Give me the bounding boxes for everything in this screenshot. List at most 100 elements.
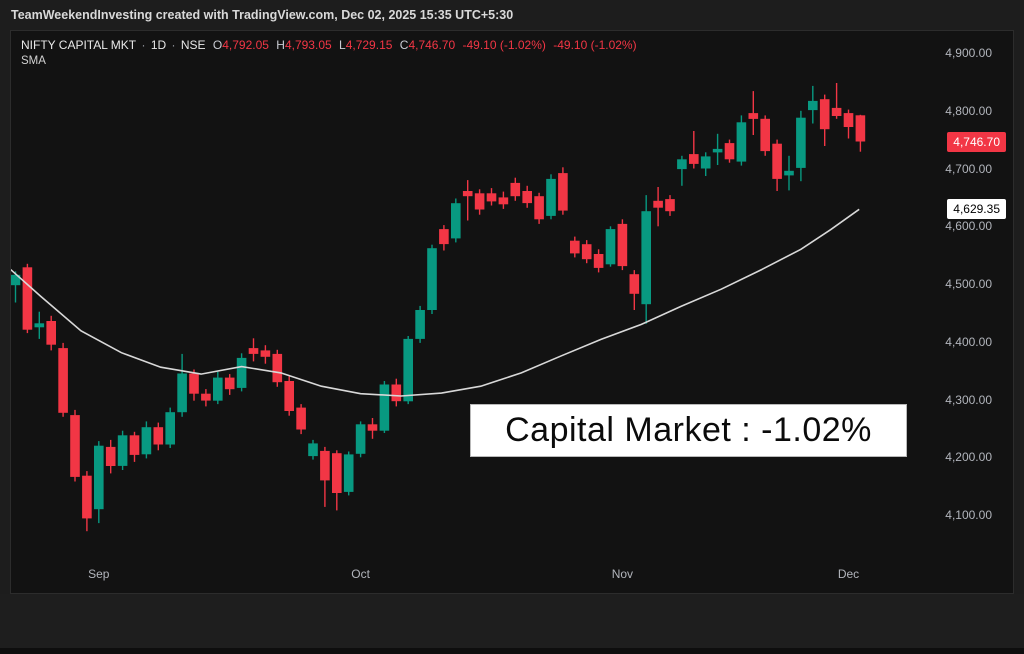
x-axis-month-label: Dec bbox=[837, 567, 860, 581]
candle-body bbox=[248, 348, 259, 354]
candle-body bbox=[843, 113, 854, 127]
candle-body bbox=[819, 99, 830, 130]
candle-body bbox=[105, 446, 116, 466]
candle-body bbox=[367, 424, 378, 431]
market-summary-overlay: Capital Market : -1.02% bbox=[470, 404, 907, 457]
ohlc-high-key: H bbox=[276, 38, 285, 52]
candle-body bbox=[308, 443, 318, 457]
candle-body bbox=[46, 321, 56, 345]
candle-body bbox=[70, 415, 80, 477]
candle-body bbox=[189, 373, 199, 394]
candle-body bbox=[522, 191, 532, 204]
candle-body bbox=[534, 196, 544, 220]
candle-body bbox=[593, 254, 604, 268]
candle-body bbox=[462, 191, 473, 197]
candle-body bbox=[272, 353, 283, 383]
candle-body bbox=[784, 170, 794, 176]
ohlc-high-value: 4,793.05 bbox=[284, 38, 332, 52]
y-axis-tick-label: 4,400.00 bbox=[945, 334, 992, 349]
symbol-exchange: NSE bbox=[180, 38, 206, 52]
candle-body bbox=[355, 424, 366, 454]
candle-body bbox=[332, 453, 342, 493]
candle-body bbox=[129, 435, 140, 455]
candle-body bbox=[403, 338, 413, 402]
candle-body bbox=[748, 113, 759, 119]
candle-body bbox=[82, 475, 92, 519]
ohlc-close-value: 4,746.70 bbox=[408, 38, 456, 52]
candle-body bbox=[700, 156, 711, 169]
candle-body bbox=[796, 117, 806, 168]
candle-body bbox=[22, 267, 33, 330]
candle-body bbox=[677, 159, 687, 170]
candle-body bbox=[224, 377, 235, 390]
candle-body bbox=[58, 348, 68, 413]
x-axis-month-label: Sep bbox=[88, 567, 110, 581]
candle-body bbox=[11, 274, 21, 286]
candle-body bbox=[34, 323, 45, 328]
ohlc-close-key: C bbox=[399, 38, 409, 52]
candle-body bbox=[724, 143, 735, 160]
footer-strip bbox=[0, 648, 1024, 654]
candle-body bbox=[570, 240, 580, 254]
candle-body bbox=[712, 148, 723, 153]
symbol-legend: NIFTY CAPITAL MKT · 1D · NSE O4,792.05 H… bbox=[21, 38, 641, 52]
change-percent: -49.10 (-1.02%) bbox=[553, 38, 637, 52]
candle-body bbox=[617, 223, 628, 267]
candle-body bbox=[236, 357, 247, 388]
y-axis-tick-label: 4,300.00 bbox=[945, 392, 992, 407]
candle-body bbox=[439, 229, 449, 245]
footer-bar: TradingView bbox=[0, 594, 1024, 648]
candle-body bbox=[141, 427, 152, 455]
y-axis-tick-label: 4,700.00 bbox=[945, 161, 992, 176]
candle-body bbox=[343, 454, 354, 492]
y-axis-tick-label: 4,200.00 bbox=[945, 450, 992, 465]
ohlc-low-key: L bbox=[339, 38, 346, 52]
candle-body bbox=[486, 193, 497, 202]
candle-body bbox=[558, 173, 568, 211]
candle-body bbox=[296, 407, 306, 430]
chart-panel: NIFTY CAPITAL MKT · 1D · NSE O4,792.05 H… bbox=[10, 30, 1014, 594]
y-axis-tick-label: 4,900.00 bbox=[945, 46, 992, 60]
x-axis-month-label: Nov bbox=[611, 567, 634, 581]
candle-body bbox=[165, 412, 175, 445]
legend-separator: · bbox=[141, 38, 146, 52]
candle-body bbox=[320, 450, 330, 481]
candle-body bbox=[379, 384, 390, 431]
candle-body bbox=[581, 244, 592, 260]
candle-body bbox=[760, 118, 770, 152]
candle-body bbox=[94, 445, 104, 510]
candle-body bbox=[831, 107, 842, 116]
candle-body bbox=[641, 211, 651, 305]
candle-body bbox=[808, 100, 818, 111]
candle-body bbox=[177, 373, 187, 413]
candle-body bbox=[629, 274, 640, 294]
candle-body bbox=[855, 115, 866, 142]
candle-body bbox=[201, 393, 211, 401]
y-axis-tick-label: 4,100.00 bbox=[945, 508, 992, 522]
candle-body bbox=[427, 248, 437, 310]
market-summary-text: Capital Market : -1.02% bbox=[505, 411, 872, 449]
y-axis-tick-label: 4,600.00 bbox=[945, 219, 992, 234]
attribution-text: TeamWeekendInvesting created with Tradin… bbox=[11, 8, 514, 22]
last-price-badge: 4,746.70 bbox=[947, 131, 1006, 152]
candle-body bbox=[391, 384, 402, 402]
sma-line bbox=[11, 208, 860, 397]
candle-body bbox=[213, 377, 223, 401]
candle-body bbox=[736, 122, 747, 162]
candle-body bbox=[415, 310, 425, 339]
ohlc-low-value: 4,729.15 bbox=[345, 38, 393, 52]
y-axis-tick-label: 4,800.00 bbox=[945, 103, 992, 118]
candle-body bbox=[689, 154, 699, 164]
ohlc-open-value: 4,792.05 bbox=[222, 38, 269, 52]
candle-body bbox=[117, 435, 128, 466]
symbol-timeframe: 1D bbox=[150, 38, 167, 52]
indicator-label: SMA bbox=[21, 55, 46, 67]
sma-price-badge: 4,629.35 bbox=[947, 199, 1006, 220]
candle-body bbox=[498, 197, 509, 205]
candle-body bbox=[665, 199, 675, 212]
change-absolute: -49.10 (-1.02%) bbox=[462, 38, 546, 52]
candle-body bbox=[605, 229, 616, 265]
x-axis-month-label: Oct bbox=[351, 567, 370, 581]
candlestick-series bbox=[11, 83, 866, 532]
ohlc-open-key: O bbox=[212, 38, 223, 52]
